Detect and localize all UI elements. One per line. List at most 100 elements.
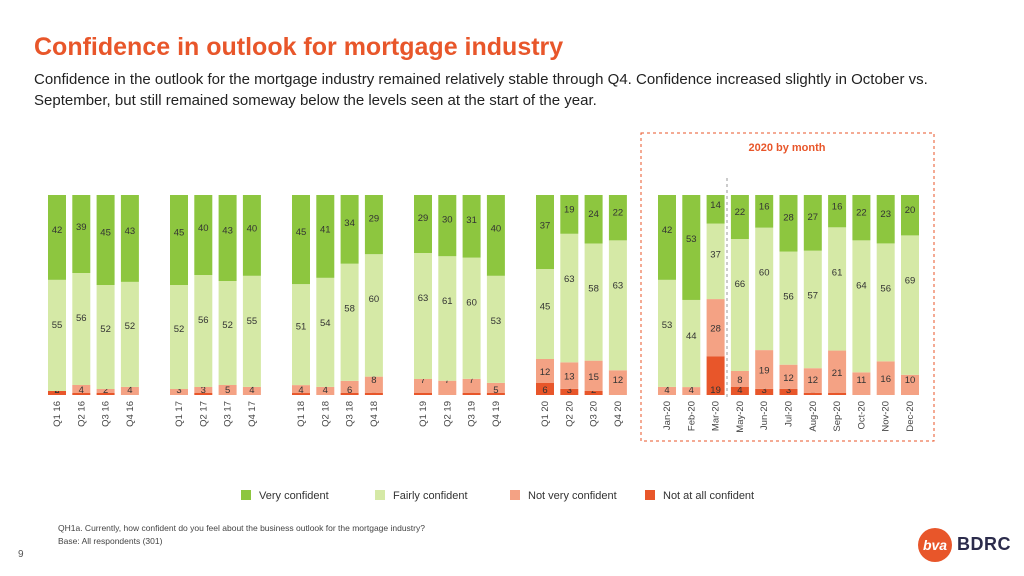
legend-fairly-confident: Fairly confident [375,490,468,502]
bar-value-notvery: 4 [689,385,694,396]
category-label: Q4 16 [125,401,136,427]
bar-value-notvery: 12 [783,373,794,384]
bar-segment-notvery [218,385,237,395]
bar-segment-notvery [560,362,579,389]
category-label: Q2 20 [564,401,575,427]
category-label: Jun-20 [759,401,770,430]
bar-segment-notvery [486,382,505,393]
page-title: Confidence in outlook for mortgage indus… [34,33,564,61]
bar-segment-fairly [316,277,335,387]
bar-value-notvery: 21 [832,368,843,379]
bar-segment-very [72,195,91,273]
bar-segment-notatall [414,393,432,395]
bar-segment-very [779,195,798,252]
bar-value-very: 27 [808,212,819,223]
bar-value-fairly: 45 [540,302,551,313]
bar-value-notvery: 3 [176,385,181,396]
bar-segment-fairly [706,223,725,300]
bar-segment-notvery [120,386,139,395]
bar-value-notvery: 4 [79,385,84,396]
bar-value-very: 34 [344,218,355,229]
bar-segment-notvery [242,386,261,395]
footnote-base: Base: All respondents (301) [58,536,163,546]
bar-value-notvery: 10 [905,375,916,386]
bar-value-very: 31 [466,215,477,226]
bar-value-notvery: 6 [347,385,352,396]
bar-segment-very [438,195,457,257]
category-label: Jul-20 [784,401,795,427]
bar-segment-notvery [316,386,335,395]
bar-segment-very [730,195,749,239]
bar-value-fairly: 56 [783,292,794,303]
bar-segment-fairly [730,239,749,371]
bar-value-fairly: 63 [613,280,624,291]
bar-segment-notatall [584,390,603,395]
bar-value-notvery: 12 [613,375,624,386]
bar-segment-notvery [170,389,188,395]
bar-segment-fairly [120,281,139,387]
logo-circle: bva [918,528,952,562]
bar-value-fairly: 52 [174,324,185,335]
bar-segment-very [828,195,847,228]
bar-value-notvery: 7 [420,375,425,386]
category-label: Q3 18 [345,401,356,427]
category-label: Aug-20 [808,401,819,432]
bar-value-notvery: 8 [737,375,742,386]
bar-value-fairly: 44 [686,331,697,342]
bar-segment-notvery [364,376,383,393]
bar-segment-fairly [608,240,627,371]
footnote: QH1a. Currently, how confident do you fe… [58,522,425,548]
bar-value-notvery: 2 [103,385,108,396]
category-label: Sep-20 [832,401,843,432]
bar-value-notvery: 4 [249,385,254,396]
category-label: Q1 16 [52,401,63,427]
category-label: Feb-20 [686,401,697,431]
bar-value-very: 45 [296,227,307,238]
legend-swatch-notvery [510,490,520,500]
category-label: Jan-20 [662,401,673,430]
category-label: Q2 19 [442,401,453,427]
bar-value-notvery: 13 [564,372,575,383]
category-label: Mar-20 [711,401,722,431]
bar-segment-notvery [876,361,895,395]
bar-segment-fairly [658,279,676,387]
bar-value-very: 53 [686,234,697,245]
monthly-box-label: 2020 by month [748,142,825,154]
bar-segment-very [608,195,627,241]
bar-segment-notatall [462,392,481,395]
bar-value-notvery: 12 [808,375,819,386]
bar-segment-fairly [48,279,66,391]
bar-segment-notatall [72,393,91,395]
bar-segment-fairly [170,285,188,389]
bar-value-fairly: 37 [710,250,721,261]
bar-segment-notatall [560,388,579,395]
bar-segment-very [120,195,139,282]
category-label: May-20 [735,401,746,433]
bar-value-very: 28 [783,212,794,223]
bar-value-fairly: 58 [344,304,355,315]
bar-segment-notatall [755,388,774,395]
bar-value-very: 14 [710,200,721,211]
bar-segment-fairly [72,273,91,385]
bar-segment-notvery [536,359,554,383]
bar-segment-very [364,195,383,255]
category-label: Q1 17 [174,401,185,427]
bar-segment-notatall [706,356,725,395]
category-label: Q3 20 [589,401,600,427]
bar-segment-very [316,195,335,278]
category-label: Q2 16 [76,401,87,427]
bar-value-very: 41 [320,224,331,235]
bar-segment-very [218,195,237,281]
legend-swatch-notatall [645,490,655,500]
category-label: Q2 18 [320,401,331,427]
footnote-question: QH1a. Currently, how confident do you fe… [58,523,425,533]
legend-not-very-confident: Not very confident [510,490,617,502]
bar-value-fairly: 66 [735,279,746,290]
bar-segment-notatall [292,393,310,395]
bar-value-notatall: 3 [762,385,767,396]
bar-value-fairly: 69 [905,275,916,286]
bar-segment-notatall [779,388,798,395]
bar-value-very: 29 [418,213,429,224]
bar-value-fairly: 56 [76,313,87,324]
